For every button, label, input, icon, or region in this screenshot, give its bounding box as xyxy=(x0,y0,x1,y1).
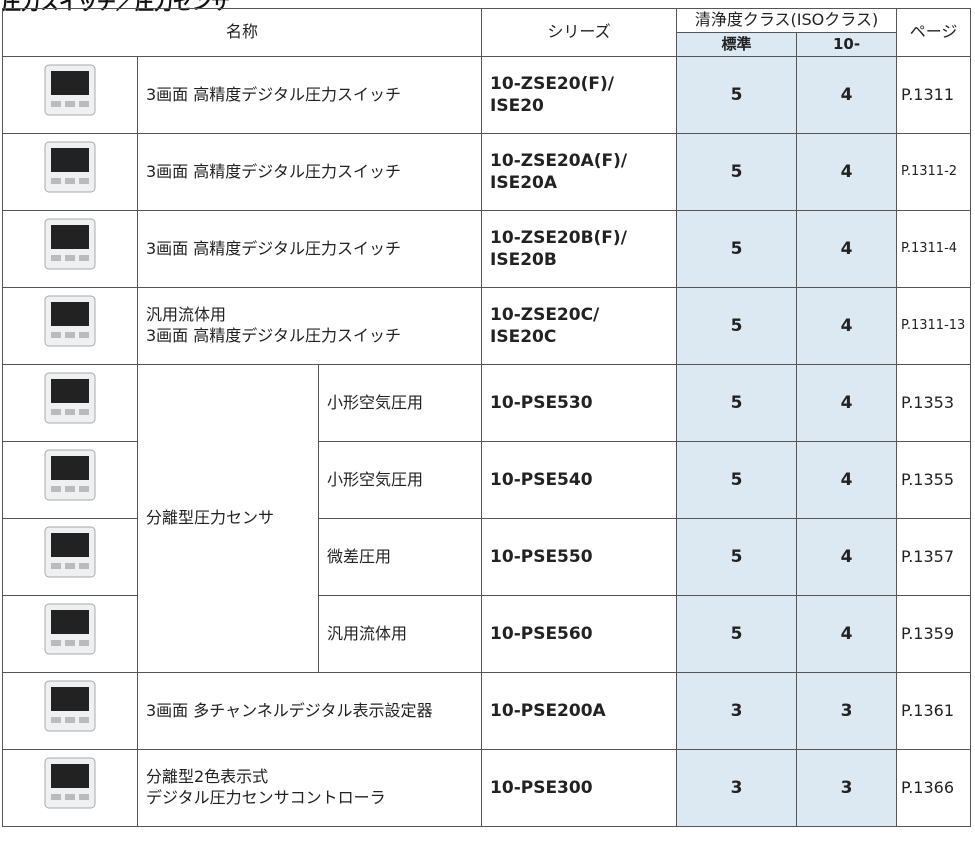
page-ref: P.1353 xyxy=(896,364,972,442)
series: 10-ZSE20C/ ISE20C xyxy=(481,287,678,365)
series: 10-PSE530 xyxy=(481,364,678,442)
page-ref: P.1357 xyxy=(896,518,972,596)
row: 3画面 高精度デジタル圧力スイッチ 10-ZSE20(F)/ ISE20 5 4 P.1… xyxy=(2,56,972,134)
series: 10-PSE560 xyxy=(481,595,678,673)
page-ref: P.1361 xyxy=(896,672,972,750)
series: 10-ZSE20A(F)/ ISE20A xyxy=(481,133,678,211)
image-cell xyxy=(2,364,138,442)
sub-name: 汎用流体用 xyxy=(317,595,483,673)
name: 汎用流体用 3画面 高精度デジタル圧力スイッチ xyxy=(136,287,483,365)
name: 3画面 多チャンネルデジタル表示設定器 xyxy=(136,672,483,750)
col-header: ページ xyxy=(896,8,972,57)
sub-name: 微差圧用 xyxy=(317,518,483,596)
ten-class: 4 xyxy=(796,364,898,442)
table-body: 3画面 高精度デジタル圧力スイッチ 10-ZSE20(F)/ ISE20 5 4 P.1… xyxy=(2,56,972,827)
series: 10-ZSE20B(F)/ ISE20B xyxy=(481,210,678,288)
image-cell xyxy=(2,672,138,750)
standard-class: 5 xyxy=(676,441,798,519)
page-ref: P.1366 xyxy=(896,749,972,827)
sub-name: 小形空気圧用 xyxy=(317,441,483,519)
row: 小形空気圧用 10-PSE540 5 4 P.1355 xyxy=(2,441,972,519)
image-cell xyxy=(2,749,138,827)
row: 汎用流体用 3画面 高精度デジタル圧力スイッチ 10-ZSE20C/ ISE20C… xyxy=(2,287,972,365)
standard-class: 5 xyxy=(676,595,798,673)
ten-class: 4 xyxy=(796,210,898,288)
row: 微差圧用 10-PSE550 5 4 P.1357 xyxy=(2,518,972,596)
page-ref: P.1311 xyxy=(896,56,972,134)
name: 3画面 高精度デジタル圧力スイッチ xyxy=(136,56,483,134)
standard-class: 5 xyxy=(676,210,798,288)
ten-class: 3 xyxy=(796,672,898,750)
page-ref: P.1311-13 xyxy=(896,287,972,365)
row: 3画面 高精度デジタル圧力スイッチ 10-ZSE20A(F)/ ISE20A 5 4 P… xyxy=(2,133,972,211)
product-image xyxy=(44,372,96,424)
standard-class: 5 xyxy=(676,133,798,211)
sub-name: 小形空気圧用 xyxy=(317,364,483,442)
product-image xyxy=(44,64,96,116)
product-image xyxy=(44,526,96,578)
col-header: 10- xyxy=(796,32,898,57)
standard-class: 3 xyxy=(676,672,798,750)
page-ref: P.1311-4 xyxy=(896,210,972,288)
ten-class: 3 xyxy=(796,749,898,827)
page-ref: P.1355 xyxy=(896,441,972,519)
product-image xyxy=(44,449,96,501)
product-image xyxy=(44,603,96,655)
product-image xyxy=(44,757,96,809)
group-name: 分離型圧力センサ xyxy=(137,364,319,673)
row: 3画面 高精度デジタル圧力スイッチ 10-ZSE20B(F)/ ISE20B 5 4 P… xyxy=(2,210,972,288)
row: 汎用流体用 10-PSE560 5 4 P.1359 xyxy=(2,595,972,673)
col-header: 名称 xyxy=(1,8,483,57)
ten-class: 4 xyxy=(796,441,898,519)
image-cell xyxy=(2,56,138,134)
row: 分離型2色表示式 デジタル圧力センサコントローラ 10-PSE300 3 3 P.136… xyxy=(2,749,972,827)
product-table: 名称 シリーズ 清浄度クラス(ISOクラス) ページ 標準 10- 3画面 高精… xyxy=(1,8,972,827)
image-cell xyxy=(2,595,138,673)
col-header: 標準 xyxy=(676,32,798,57)
image-cell xyxy=(2,287,138,365)
series: 10-PSE550 xyxy=(481,518,678,596)
page-ref: P.1359 xyxy=(896,595,972,673)
image-cell xyxy=(2,441,138,519)
name: 3画面 高精度デジタル圧力スイッチ xyxy=(136,133,483,211)
image-cell xyxy=(2,210,138,288)
name: 分離型2色表示式 デジタル圧力センサコントローラ xyxy=(136,749,483,827)
row: 分離型圧力センサ 小形空気圧用 10-PSE530 5 4 P.1353 xyxy=(2,364,972,673)
page-ref: P.1311-2 xyxy=(896,133,972,211)
ten-class: 4 xyxy=(796,133,898,211)
series: 10-ZSE20(F)/ ISE20 xyxy=(481,56,678,134)
standard-class: 5 xyxy=(676,56,798,134)
standard-class: 3 xyxy=(676,749,798,827)
name: 3画面 高精度デジタル圧力スイッチ xyxy=(136,210,483,288)
standard-class: 5 xyxy=(676,364,798,442)
col-header: シリーズ xyxy=(481,8,678,57)
standard-class: 5 xyxy=(676,518,798,596)
product-image xyxy=(44,141,96,193)
product-image xyxy=(44,680,96,732)
product-image xyxy=(44,218,96,270)
ten-class: 4 xyxy=(796,56,898,134)
col-header: 清浄度クラス(ISOクラス) xyxy=(676,8,898,33)
product-image xyxy=(44,295,96,347)
ten-class: 4 xyxy=(796,595,898,673)
image-cell xyxy=(2,518,138,596)
image-cell xyxy=(2,133,138,211)
series: 10-PSE300 xyxy=(481,749,678,827)
series: 10-PSE540 xyxy=(481,441,678,519)
ten-class: 4 xyxy=(796,287,898,365)
row: 3画面 多チャンネルデジタル表示設定器 10-PSE200A 3 3 P.1361 xyxy=(2,672,972,750)
standard-class: 5 xyxy=(676,287,798,365)
series: 10-PSE200A xyxy=(481,672,678,750)
ten-class: 4 xyxy=(796,518,898,596)
